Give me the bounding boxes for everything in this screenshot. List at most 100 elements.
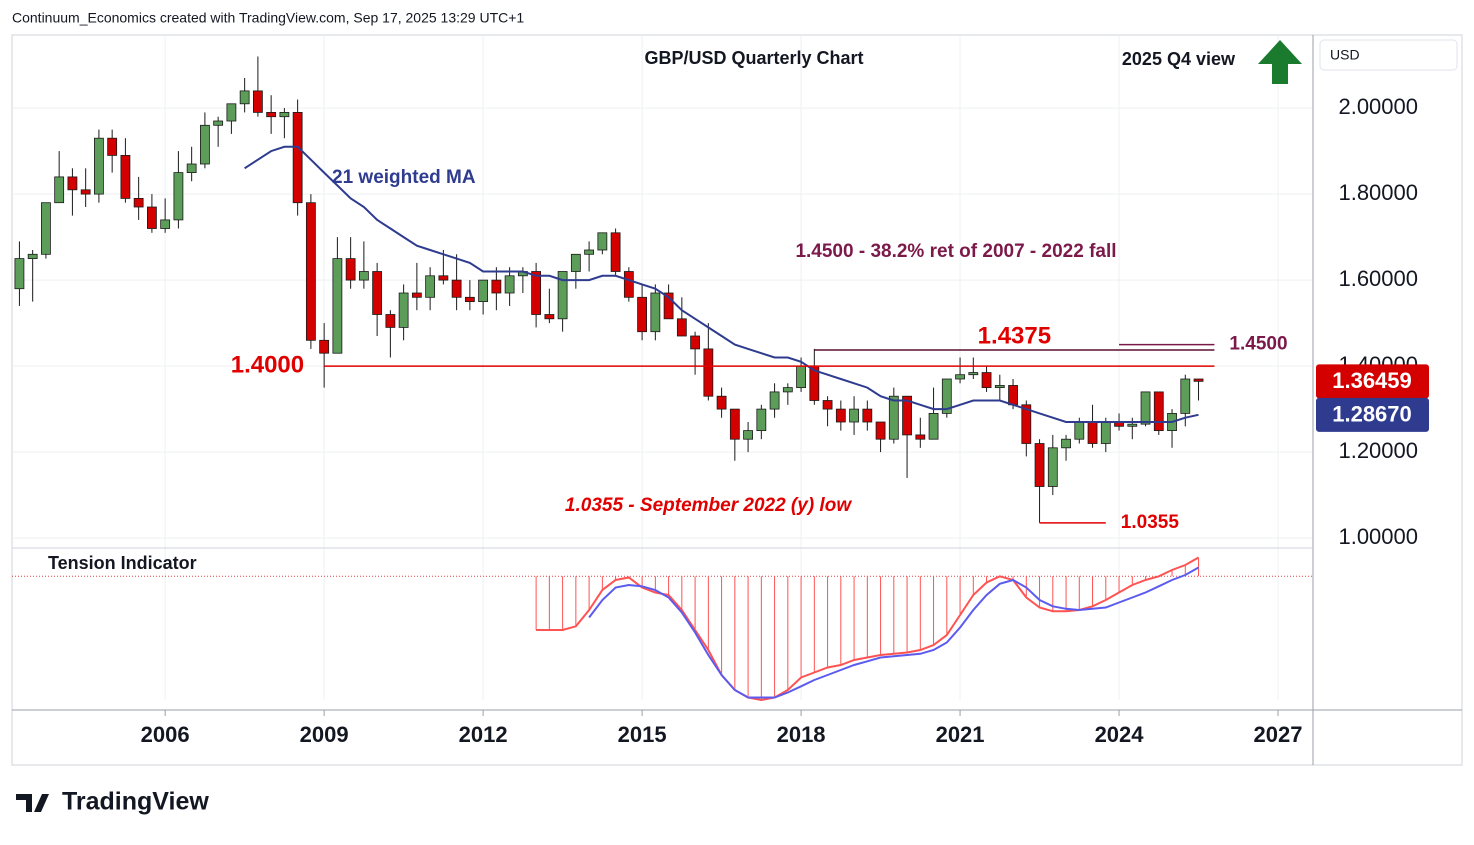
candle-body — [1087, 421, 1098, 444]
candle-body — [1061, 438, 1071, 449]
x-tick-label: 2009 — [300, 722, 349, 747]
candle-body — [888, 395, 899, 440]
candle-body — [491, 279, 502, 294]
chart-subtitle: 2025 Q4 view — [1122, 49, 1236, 69]
candle-body — [597, 232, 608, 251]
candle-body — [690, 335, 700, 350]
candle-body — [464, 296, 475, 303]
candle-body — [345, 258, 356, 281]
candle-body — [663, 292, 674, 320]
candle-body — [239, 90, 250, 105]
candle-body — [796, 365, 806, 389]
candle-body — [1180, 378, 1191, 414]
candle-body — [133, 198, 144, 208]
candle-body — [769, 391, 780, 410]
level-label: 1.0355 — [1121, 512, 1180, 533]
x-tick-label: 2006 — [141, 722, 190, 747]
candle-body — [915, 434, 926, 440]
candle-body — [438, 275, 449, 281]
candle-body — [67, 176, 78, 191]
candle-body — [782, 387, 793, 393]
x-tick-label: 2012 — [459, 722, 508, 747]
candle-body — [266, 112, 277, 118]
candle-body — [584, 249, 595, 255]
candle-body — [80, 189, 91, 195]
candle-body — [1074, 421, 1085, 440]
last-price-box — [1316, 364, 1429, 399]
candle-body — [213, 120, 224, 126]
logo-mark — [16, 794, 49, 812]
y-tick-label: 2.00000 — [1338, 94, 1418, 119]
candle-body — [1140, 391, 1151, 425]
last-price-label: 1.36459 — [1332, 368, 1412, 393]
currency-box — [1319, 39, 1458, 71]
y-tick-label: 1.20000 — [1338, 438, 1418, 463]
x-tick-label: 2024 — [1095, 722, 1145, 747]
candle-body — [902, 395, 912, 436]
candle-body — [743, 430, 753, 440]
frame — [11, 34, 1463, 766]
candle-body — [822, 400, 833, 410]
candle-body — [928, 413, 939, 440]
candle-body — [41, 202, 51, 255]
header: Continuum_Economics created with Trading… — [12, 10, 524, 26]
x-tick-label: 2015 — [618, 722, 667, 747]
candle-body — [332, 258, 343, 354]
candle-body — [1153, 391, 1164, 432]
low-note: 1.0355 - September 2022 (y) low — [565, 495, 852, 516]
candle-body — [835, 408, 846, 423]
level-label: 1.4500 — [1229, 334, 1287, 355]
candle-body — [981, 372, 992, 389]
level-label: 1.4000 — [231, 351, 304, 378]
candle-body — [676, 318, 687, 337]
logo: TradingView — [16, 788, 209, 816]
candle-body — [729, 408, 740, 440]
candle-body — [107, 137, 118, 156]
chart-title: GBP/USD Quarterly Chart — [644, 48, 863, 68]
indicator-line — [536, 556, 1199, 702]
candle-body — [411, 292, 422, 298]
candle-body — [292, 112, 303, 204]
candle-body — [305, 202, 316, 341]
y-tick-label: 1.60000 — [1338, 266, 1418, 291]
y-tick-label: 1.80000 — [1338, 180, 1418, 205]
candle-body — [173, 172, 184, 221]
ma-line — [244, 145, 1199, 423]
candle-body — [623, 271, 634, 298]
ma-note: 21 weighted MA — [332, 167, 476, 188]
candle-body — [1034, 443, 1045, 487]
candle-body — [1008, 385, 1018, 406]
indicator-title: Tension Indicator — [48, 553, 197, 573]
ma-last-label: 1.28670 — [1332, 402, 1412, 427]
candle-body — [94, 137, 104, 195]
candle-body — [756, 408, 767, 432]
x-tick-label: 2018 — [777, 722, 826, 747]
candle-body — [610, 232, 621, 272]
candle-body — [120, 155, 131, 199]
currency: USD — [1330, 47, 1360, 63]
candle-body — [372, 271, 383, 315]
level-label: 1.4375 — [978, 322, 1051, 349]
candle-body — [544, 314, 555, 320]
candle-body — [1021, 404, 1032, 444]
candle-body — [955, 374, 965, 380]
candle-body — [186, 163, 197, 174]
candle-body — [570, 253, 581, 272]
candle-body — [226, 103, 237, 122]
candle-body — [650, 292, 661, 333]
candle-body — [252, 90, 263, 113]
candle-body — [279, 112, 290, 118]
candle-body — [358, 271, 369, 281]
candle-body — [531, 271, 542, 315]
candle-body — [147, 206, 157, 229]
up-arrow — [1258, 40, 1302, 84]
y-tick-label: 1.00000 — [1338, 524, 1418, 549]
candle-body — [849, 408, 859, 423]
candle-body — [504, 275, 515, 294]
candle-body — [160, 219, 171, 229]
ma-last-box — [1316, 397, 1429, 432]
brand: TradingView — [62, 788, 209, 816]
candle-body — [1127, 423, 1138, 427]
candle-body — [703, 348, 714, 397]
